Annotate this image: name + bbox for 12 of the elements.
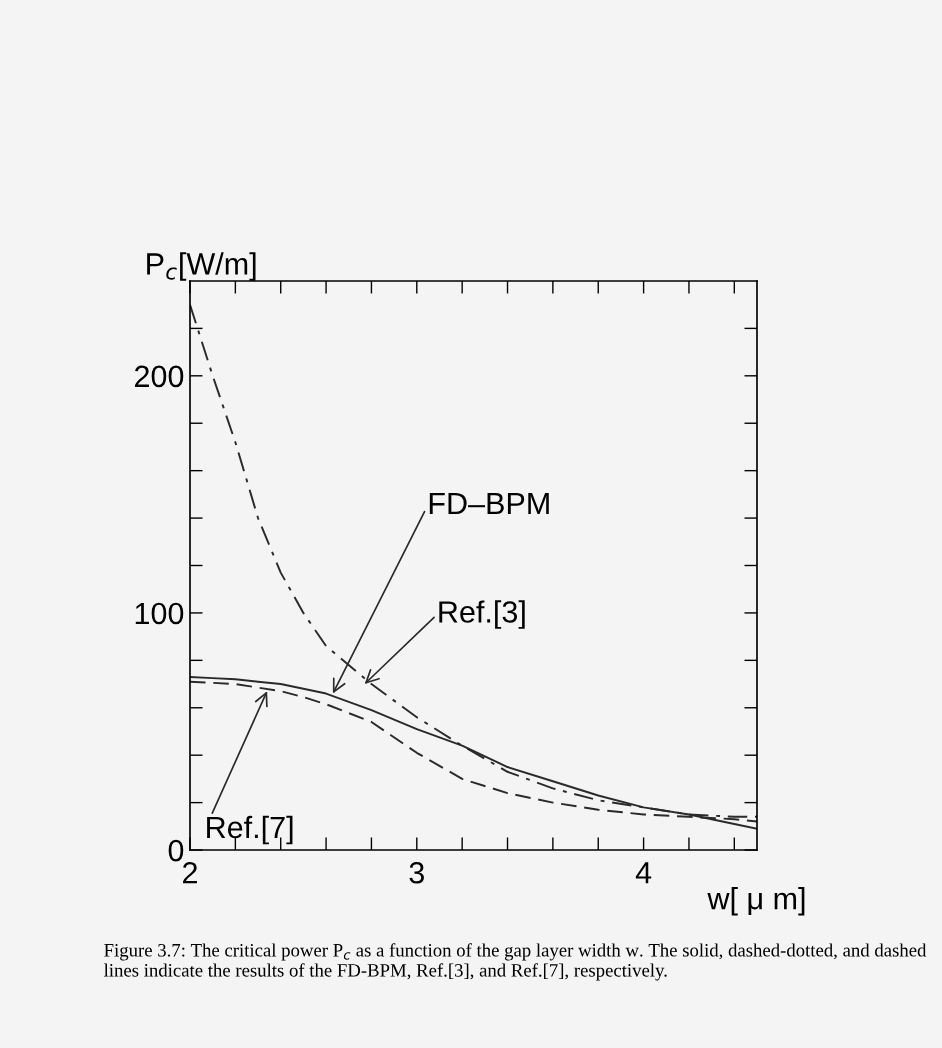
x-tick-label: 3 [409, 861, 424, 884]
x-tick-label: 2 [183, 861, 197, 884]
y-tick-label: 100 [135, 602, 184, 625]
caption: Figure 3.7: The critical power P$_{c}$ as a function of the gap layer width w. The solid, dashed-dotted, and dashed lines indicate the results of the FD-BPM, Ref.[3], and Ref.[7], respectively. [104, 943, 927, 981]
y-tick-label: 0 [168, 839, 184, 862]
y-axis-title: P$_{c}$[W/m] [147, 252, 256, 281]
annotation: Ref.[3] [439, 600, 525, 629]
annotation: FD–BPM [429, 492, 549, 514]
x-tick-label: 4 [635, 862, 652, 884]
x-axis-title: w[ μ m] [707, 887, 805, 916]
y-tick-label: 200 [135, 365, 184, 388]
annotation: Ref.[7] [207, 815, 293, 845]
